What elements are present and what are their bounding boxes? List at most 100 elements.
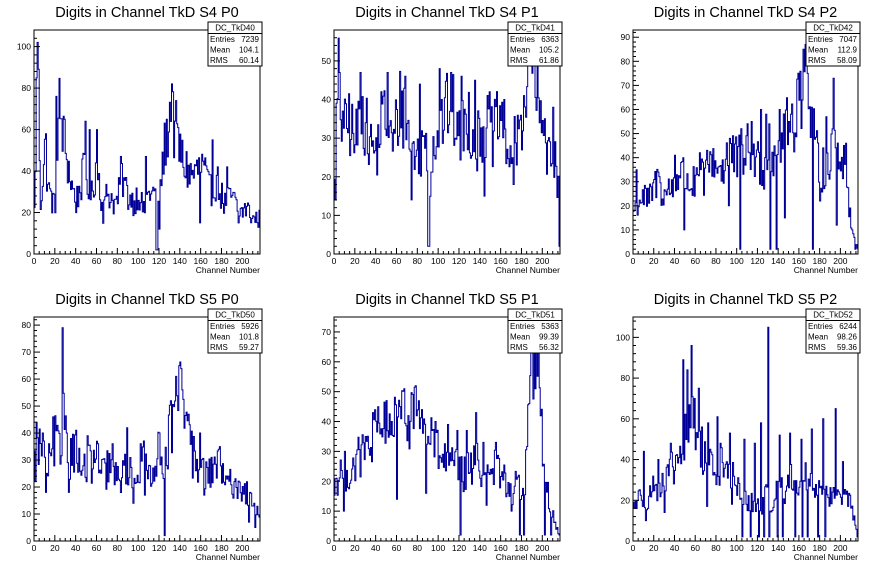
- x-tick-label: 20: [649, 543, 659, 553]
- chart-title: Digits in Channel TkD S5 P1: [355, 292, 539, 308]
- stats-value: 104.1: [239, 46, 260, 55]
- x-tick-label: 20: [50, 256, 60, 266]
- stats-label: RMS: [210, 343, 228, 352]
- stats-value: 6363: [541, 35, 559, 44]
- stats-value: 7239: [241, 35, 259, 44]
- x-tick-label: 20: [350, 256, 360, 266]
- stats-box: DC_TkD40 Entries 7239 Mean 104.1 RMS 60.14: [207, 21, 263, 67]
- x-tick-label: 200: [235, 543, 249, 553]
- x-tick-label: 180: [813, 543, 827, 553]
- stats-box: DC_TkD50 Entries 5926 Mean 101.8 RMS 59.27: [207, 308, 263, 354]
- x-tick-label: 60: [690, 256, 700, 266]
- stats-label: Mean: [510, 46, 530, 55]
- y-tick-label: 20: [322, 172, 332, 182]
- y-tick-label: 10: [322, 506, 332, 516]
- stats-box-name: DC_TkD42: [813, 24, 853, 33]
- x-tick-label: 160: [194, 256, 208, 266]
- y-tick-label: 50: [322, 56, 332, 66]
- histogram-panel-4: Digits in Channel TkD S5 P10 20 40 60 80 100 1…: [322, 292, 563, 562]
- stats-box: DC_TkD41 Entries 6363 Mean 105.2 RMS 61.86: [507, 21, 563, 67]
- plot-frame: [333, 316, 561, 542]
- x-tick-label: 140: [173, 543, 187, 553]
- y-tick-label: 20: [22, 208, 32, 218]
- y-tick-label: 40: [22, 428, 32, 438]
- stats-label: Entries: [210, 322, 235, 331]
- y-tick-label: 10: [22, 509, 32, 519]
- histogram-panel-5: Digits in Channel TkD S5 P2 0 20 40 60 80 100 1…: [616, 292, 861, 562]
- histogram-panel-2: Digits in Channel TkD S4 P20 20 40 60 80 100 1…: [621, 5, 861, 275]
- y-tick-label: 50: [621, 129, 631, 139]
- x-tick-label: 20: [350, 543, 360, 553]
- y-tick-label: 0: [625, 249, 630, 259]
- x-tick-label: 40: [371, 256, 381, 266]
- stats-label: Mean: [210, 333, 230, 342]
- stats-label: Entries: [510, 322, 535, 331]
- x-tick-label: 20: [50, 543, 60, 553]
- x-tick-label: 60: [392, 256, 402, 266]
- stats-value: 60.14: [239, 56, 260, 65]
- x-tick-label: 140: [771, 543, 785, 553]
- y-tick-label: 80: [22, 83, 32, 93]
- stats-box-frame: [507, 21, 563, 67]
- x-tick-label: 120: [750, 543, 764, 553]
- x-tick-label: 60: [92, 256, 102, 266]
- histogram-panel-3: Digits in Channel TkD S5 P00 20 40 60 80 100 1…: [22, 292, 263, 562]
- y-tick-label: 30: [22, 455, 32, 465]
- plot-frame: [632, 29, 859, 255]
- y-tick-label: 20: [22, 482, 32, 492]
- y-tick-label: 30: [322, 446, 332, 456]
- stats-box-name: DC_TkD51: [515, 311, 555, 320]
- y-tick-label: 100: [17, 42, 31, 52]
- y-tick-label: 30: [621, 177, 631, 187]
- x-axis-label: Channel Number: [496, 265, 560, 275]
- stats-value: 112.9: [838, 46, 858, 55]
- x-tick-label: 40: [670, 256, 680, 266]
- stats-label: Mean: [210, 46, 230, 55]
- x-tick-label: 0: [32, 256, 37, 266]
- stats-label: Mean: [808, 46, 828, 55]
- y-tick-label: 80: [621, 56, 631, 66]
- y-tick-label: 60: [22, 125, 32, 135]
- stats-label: Entries: [808, 35, 833, 44]
- y-tick-label: 80: [621, 373, 631, 383]
- x-tick-label: 60: [92, 543, 102, 553]
- x-tick-label: 160: [792, 256, 806, 266]
- stats-label: Mean: [510, 333, 530, 342]
- y-tick-label: 20: [621, 201, 631, 211]
- stats-label: Mean: [808, 333, 828, 342]
- y-tick-label: 70: [621, 80, 631, 90]
- stats-value: 6244: [839, 322, 857, 331]
- y-tick-label: 0: [326, 536, 331, 546]
- chart-title: Digits in Channel TkD S4 P1: [355, 5, 539, 21]
- plot-frame: [333, 29, 561, 255]
- x-tick-label: 180: [514, 256, 528, 266]
- plot-frame: [33, 316, 261, 542]
- y-tick-label: 20: [322, 476, 332, 486]
- x-tick-label: 160: [792, 543, 806, 553]
- x-tick-label: 140: [473, 256, 487, 266]
- stats-box-frame: [805, 21, 861, 67]
- x-tick-label: 100: [431, 543, 445, 553]
- stats-label: RMS: [510, 343, 528, 352]
- stats-value: 5363: [541, 322, 559, 331]
- y-tick-label: 70: [322, 327, 332, 337]
- stats-value: 105.2: [539, 46, 560, 55]
- x-axis-label: Channel Number: [794, 265, 858, 275]
- x-tick-label: 80: [413, 543, 423, 553]
- histogram-series: [33, 327, 261, 541]
- x-tick-label: 160: [494, 256, 508, 266]
- histogram-series: [33, 41, 261, 254]
- x-tick-label: 140: [473, 543, 487, 553]
- stats-label: RMS: [210, 56, 228, 65]
- histogram-series: [333, 316, 561, 541]
- x-tick-label: 100: [431, 256, 445, 266]
- x-tick-label: 40: [670, 543, 680, 553]
- y-tick-label: 80: [22, 320, 32, 330]
- y-tick-label: 70: [22, 347, 32, 357]
- stats-box-name: DC_TkD40: [215, 24, 255, 33]
- stats-value: 59.27: [239, 343, 260, 352]
- x-tick-label: 200: [833, 256, 847, 266]
- y-tick-label: 0: [26, 536, 31, 546]
- y-tick-label: 60: [621, 414, 631, 424]
- stats-box-frame: [207, 21, 263, 67]
